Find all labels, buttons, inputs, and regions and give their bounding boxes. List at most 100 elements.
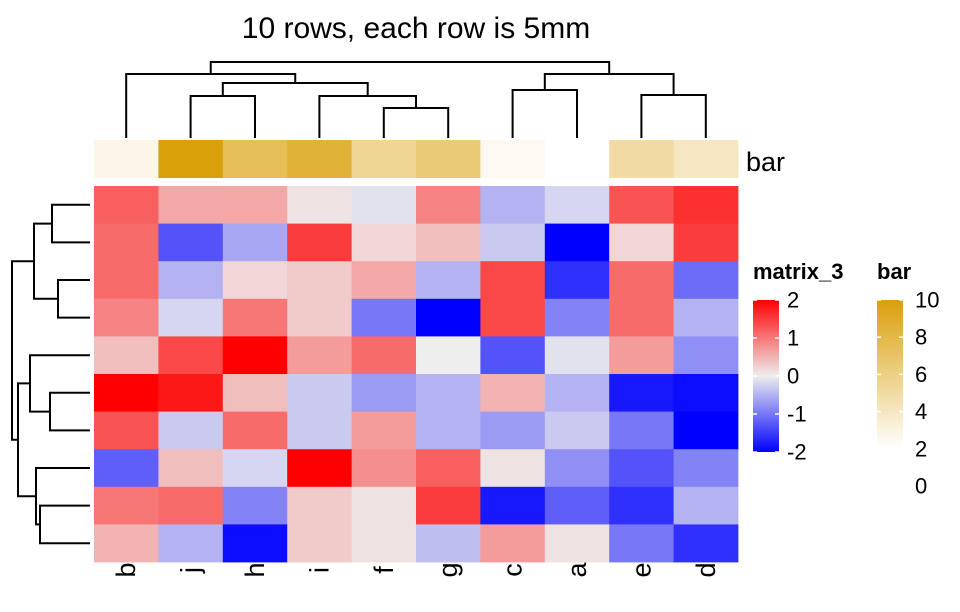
heatmap-cell <box>222 374 288 412</box>
legend-tick-label: 4 <box>915 399 927 424</box>
heatmap-cell <box>222 524 288 563</box>
heatmap-cell <box>416 186 481 224</box>
heatmap-cell <box>480 186 546 224</box>
heatmap-cell <box>609 223 674 262</box>
heatmap-cell <box>158 336 224 375</box>
bar-annotation <box>94 140 739 178</box>
heatmap-cell <box>544 186 610 224</box>
dendrogram-branch <box>29 354 90 413</box>
heatmap-cell <box>673 261 739 300</box>
heatmap-cell <box>673 374 739 412</box>
legend-tick-label: 0 <box>915 474 927 499</box>
heatmap-cell <box>94 411 159 450</box>
heatmap-cell <box>158 374 224 412</box>
column-label: a <box>562 562 592 578</box>
legend-matrix-3-title: matrix_3 <box>753 259 844 284</box>
column-label: d <box>691 562 721 577</box>
heatmap-cell <box>287 261 352 300</box>
bar-annotation-cell <box>480 140 546 178</box>
heatmap-cell <box>673 486 739 525</box>
heatmap-cell <box>480 336 546 375</box>
heatmap-cell <box>609 298 674 337</box>
heatmap-cell <box>544 486 610 525</box>
heatmap-cell <box>158 186 224 224</box>
heatmap-cell <box>480 449 546 488</box>
heatmap-cell <box>287 223 352 262</box>
heatmap-cell <box>609 374 674 412</box>
heatmap-cell <box>480 486 546 525</box>
legend-tick-label: 0 <box>787 364 799 389</box>
dendrogram-branch <box>33 222 58 300</box>
heatmap-cell <box>351 486 417 525</box>
dendrogram-branch <box>51 203 90 244</box>
column-label: c <box>498 563 528 577</box>
column-label: i <box>304 567 334 573</box>
legend-tick-label: 2 <box>787 288 799 313</box>
heatmap-cell <box>480 298 546 337</box>
heatmap-cell <box>222 186 288 224</box>
heatmap-cell <box>416 298 481 337</box>
heatmap-cell <box>544 374 610 412</box>
heatmap-cell <box>351 186 417 224</box>
column-label: g <box>433 562 463 577</box>
heatmap-cell <box>158 261 224 300</box>
bar-annotation-cell <box>673 140 739 178</box>
bar-annotation-cell <box>94 140 159 178</box>
heatmap-cell <box>94 524 159 563</box>
heatmap-cell <box>158 524 224 563</box>
heatmap-cell <box>222 486 288 525</box>
heatmap-cell <box>222 411 288 450</box>
dendrogram-branch <box>318 95 417 138</box>
heatmap-cell <box>158 411 224 450</box>
legend-tick-label: 8 <box>915 325 927 350</box>
heatmap-cell <box>416 411 481 450</box>
dendrogram-branch <box>17 382 36 498</box>
heatmap-cell <box>94 261 159 300</box>
legend-tick-label: -2 <box>787 440 807 465</box>
heatmap-cell <box>351 524 417 563</box>
heatmap-cell <box>609 411 674 450</box>
heatmap-cell <box>416 524 481 563</box>
legend-matrix-3: matrix_3 2 1 0 -1 -2 <box>753 259 844 465</box>
legend-bar-title: bar <box>877 259 912 284</box>
heatmap-cell <box>287 374 352 412</box>
heatmap-cells <box>94 186 739 563</box>
heatmap-cell <box>158 486 224 525</box>
column-dendrogram <box>125 61 707 138</box>
dendrogram-branch <box>640 94 707 138</box>
heatmap-cell <box>351 336 417 375</box>
heatmap-cell <box>480 524 546 563</box>
heatmap-cell <box>94 336 159 375</box>
heatmap-cell <box>222 223 288 262</box>
column-label: b <box>111 562 141 577</box>
heatmap-cell <box>480 223 546 262</box>
heatmap-cell <box>287 336 352 375</box>
dendrogram-branch <box>221 82 369 96</box>
heatmap-cell <box>544 524 610 563</box>
bar-annotation-cell <box>609 140 674 178</box>
heatmap-cell <box>416 486 481 525</box>
heatmap-cell <box>351 223 417 262</box>
heatmap-cell <box>544 411 610 450</box>
dendrogram-branch <box>35 467 90 526</box>
legend-tick-label: -1 <box>787 402 807 427</box>
heatmap-cell <box>609 336 674 375</box>
heatmap-cell <box>351 411 417 450</box>
dendrogram-branch <box>39 504 90 545</box>
legend-color-bar <box>877 300 903 449</box>
heatmap-cell <box>673 411 739 450</box>
heatmap-cell <box>609 449 674 488</box>
dendrogram-branch <box>57 279 90 319</box>
heatmap-cell <box>94 486 159 525</box>
heatmap-cell <box>544 449 610 488</box>
legend-tick-label: 2 <box>915 436 927 461</box>
heatmap-cell <box>222 336 288 375</box>
heatmap-cell <box>158 223 224 262</box>
heatmap-cell <box>480 374 546 412</box>
chart-title: 10 rows, each row is 5mm <box>242 12 590 45</box>
bar-annotation-cell <box>287 140 352 178</box>
heatmap-cell <box>609 524 674 563</box>
heatmap-cell <box>351 449 417 488</box>
heatmap-cell <box>287 524 352 563</box>
